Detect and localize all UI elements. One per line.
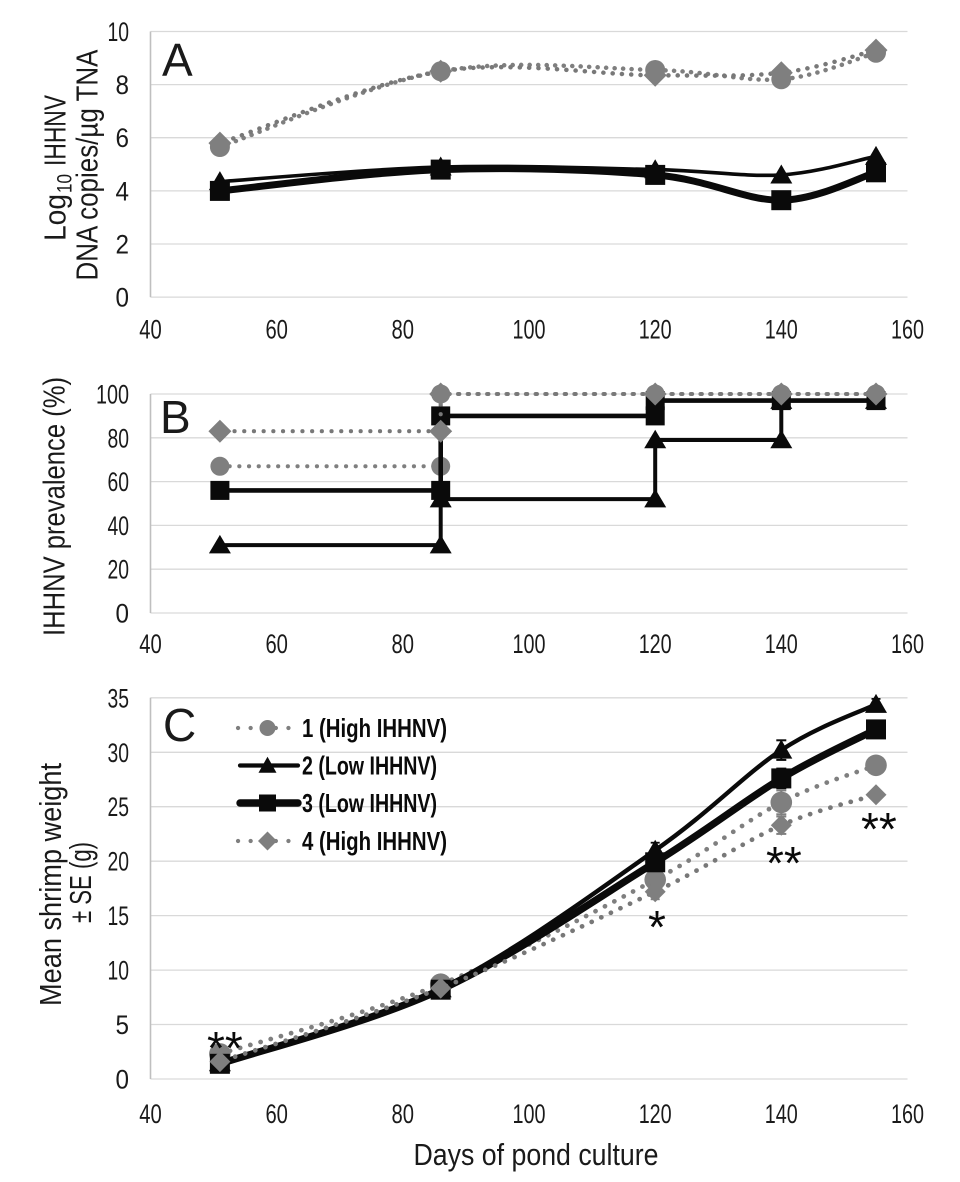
svg-text:25: 25 xyxy=(108,792,130,822)
svg-text:B: B xyxy=(160,391,191,443)
svg-text:IHHNV: IHHNV xyxy=(38,95,73,166)
svg-text:140: 140 xyxy=(765,315,798,345)
svg-text:40: 40 xyxy=(139,315,162,345)
svg-text:3 (Low IHHNV): 3 (Low IHHNV) xyxy=(302,788,437,818)
svg-text:1 (High IHHNV): 1 (High IHHNV) xyxy=(302,713,447,743)
svg-text:160: 160 xyxy=(891,1099,924,1129)
svg-text:0: 0 xyxy=(116,1065,130,1095)
svg-text:**: ** xyxy=(766,837,802,889)
svg-text:80: 80 xyxy=(392,315,415,345)
svg-text:6: 6 xyxy=(116,123,130,153)
svg-text:100: 100 xyxy=(96,380,129,410)
svg-text:30: 30 xyxy=(108,738,130,768)
svg-text:IHHNV prevalence (%): IHHNV prevalence (%) xyxy=(37,377,72,636)
svg-text:2: 2 xyxy=(116,230,130,260)
svg-text:80: 80 xyxy=(392,1099,415,1129)
svg-text:Mean shrimp weight: Mean shrimp weight xyxy=(33,763,68,1006)
svg-text:A: A xyxy=(162,34,193,86)
svg-text:140: 140 xyxy=(765,1099,798,1129)
svg-text:**: ** xyxy=(861,803,897,855)
svg-text:2 (Low IHHNV): 2 (Low IHHNV) xyxy=(302,751,437,781)
svg-text:60: 60 xyxy=(265,629,288,659)
svg-text:20: 20 xyxy=(108,555,130,585)
svg-text:120: 120 xyxy=(639,629,672,659)
svg-text:8: 8 xyxy=(116,70,130,100)
svg-text:± SE (g): ± SE (g) xyxy=(63,842,98,923)
svg-text:10: 10 xyxy=(108,17,130,47)
svg-text:35: 35 xyxy=(108,683,130,713)
svg-text:80: 80 xyxy=(108,423,130,453)
svg-text:C: C xyxy=(163,699,196,751)
svg-text:**: ** xyxy=(207,1022,243,1074)
svg-text:5: 5 xyxy=(116,1010,130,1040)
svg-text:Days of pond culture: Days of pond culture xyxy=(414,1137,659,1172)
svg-text:20: 20 xyxy=(108,847,130,877)
svg-text:40: 40 xyxy=(108,511,130,541)
svg-text:120: 120 xyxy=(639,315,672,345)
svg-text:0: 0 xyxy=(116,599,130,629)
svg-text:60: 60 xyxy=(265,315,288,345)
svg-text:10: 10 xyxy=(54,174,77,193)
svg-text:80: 80 xyxy=(392,629,415,659)
svg-text:4: 4 xyxy=(116,176,130,206)
svg-text:40: 40 xyxy=(139,1099,162,1129)
svg-text:60: 60 xyxy=(108,467,130,497)
svg-text:120: 120 xyxy=(639,1099,672,1129)
svg-text:15: 15 xyxy=(108,901,130,931)
svg-text:40: 40 xyxy=(139,629,162,659)
svg-text:10: 10 xyxy=(108,956,130,986)
svg-text:0: 0 xyxy=(116,283,130,313)
svg-text:DNA copies/µg TNA: DNA copies/µg TNA xyxy=(70,49,105,280)
svg-text:*: * xyxy=(648,901,666,953)
svg-text:100: 100 xyxy=(513,629,546,659)
svg-text:60: 60 xyxy=(265,1099,288,1129)
svg-text:4 (High IHHNV): 4 (High IHHNV) xyxy=(302,826,447,856)
svg-text:140: 140 xyxy=(765,629,798,659)
svg-text:160: 160 xyxy=(891,315,924,345)
svg-text:100: 100 xyxy=(513,1099,546,1129)
svg-text:100: 100 xyxy=(513,315,546,345)
svg-text:Log: Log xyxy=(38,194,73,241)
svg-text:160: 160 xyxy=(891,629,924,659)
